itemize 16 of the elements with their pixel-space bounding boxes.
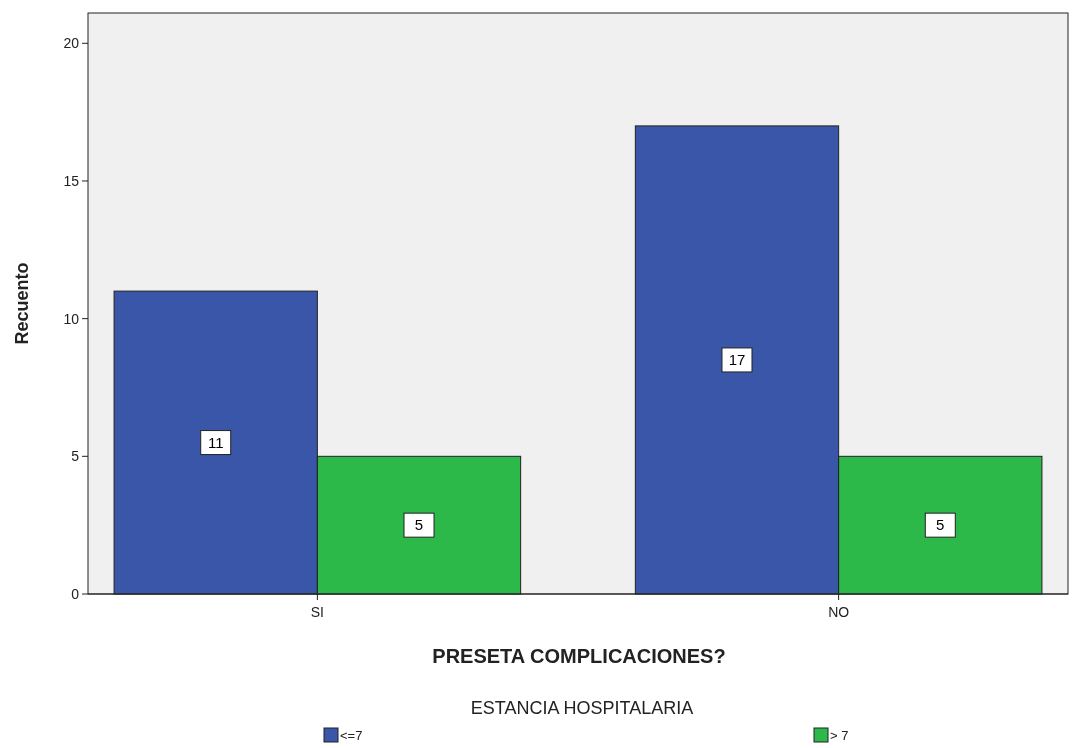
x-tick-label: NO <box>828 604 850 620</box>
data-label: 11 <box>207 433 224 451</box>
y-tick-label: 10 <box>63 310 80 327</box>
y-tick-label: 5 <box>71 448 80 465</box>
data-label: 5 <box>936 516 945 534</box>
x-axis-title: PRESETA COMPLICACIONES? <box>432 645 726 667</box>
y-tick-label: 20 <box>63 35 80 52</box>
y-tick-label: 0 <box>71 586 80 602</box>
y-tick-label: 15 <box>63 172 80 189</box>
legend-label: > 7 <box>830 728 849 743</box>
legend-title: ESTANCIA HOSPITALARIA <box>470 698 694 718</box>
x-tick-label: SI <box>310 604 324 620</box>
data-label: 5 <box>414 516 424 534</box>
legend-label: <=7 <box>340 728 363 743</box>
y-axis-title: Recuento <box>12 262 32 345</box>
data-label: 17 <box>728 350 746 368</box>
